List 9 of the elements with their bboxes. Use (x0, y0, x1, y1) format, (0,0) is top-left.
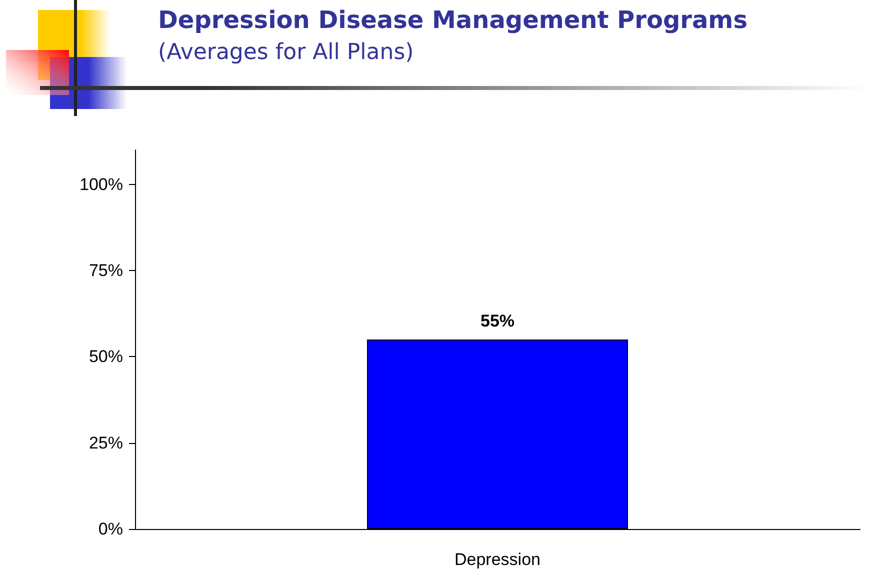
y-tick-label: 100% (80, 174, 123, 194)
y-tick-label: 0% (98, 520, 123, 538)
chart-subtitle: (Averages for All Plans) (158, 40, 414, 65)
y-tick-label: 25% (88, 433, 123, 452)
x-tick-label: Depression (454, 550, 540, 569)
y-tick-label: 75% (88, 261, 123, 280)
y-tick-label: 50% (88, 347, 123, 366)
data-label: 55% (480, 312, 515, 330)
chart-title: Depression Disease Management Programs (158, 6, 748, 34)
